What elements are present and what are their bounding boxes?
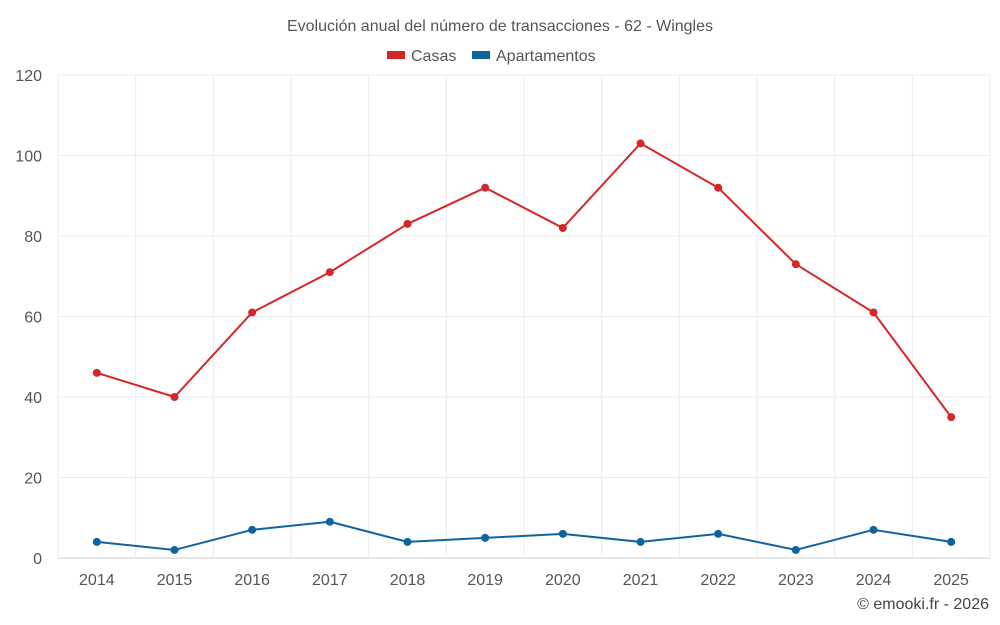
credit: © emooki.fr - 2026	[857, 596, 989, 613]
data-point-casas[interactable]	[325, 268, 334, 277]
series-layer	[92, 139, 956, 554]
data-point-apartamentos[interactable]	[481, 533, 490, 542]
x-tick-label: 2020	[545, 572, 581, 589]
x-tick-label: 2021	[623, 572, 659, 589]
data-point-casas[interactable]	[558, 223, 567, 232]
data-point-casas[interactable]	[869, 308, 878, 317]
data-point-apartamentos[interactable]	[170, 545, 179, 554]
y-tick-label: 100	[15, 149, 42, 166]
data-point-apartamentos[interactable]	[558, 529, 567, 538]
data-point-apartamentos[interactable]	[636, 537, 645, 546]
x-tick-label: 2014	[79, 572, 115, 589]
data-point-casas[interactable]	[481, 183, 490, 192]
x-tick-label: 2015	[157, 572, 193, 589]
x-tick-label: 2018	[390, 572, 426, 589]
series-line-casas	[96, 142, 952, 418]
data-point-casas[interactable]	[248, 308, 257, 317]
data-point-apartamentos[interactable]	[92, 537, 101, 546]
x-tick-label: 2017	[312, 572, 348, 589]
y-tick-label: 80	[24, 229, 42, 246]
x-tick-label: 2024	[856, 572, 892, 589]
legend: Casas Apartamentos	[387, 48, 596, 65]
y-axis: 0 20 40 60 80 100 120	[15, 68, 42, 568]
data-point-apartamentos[interactable]	[947, 537, 956, 546]
legend-label-apartamentos[interactable]: Apartamentos	[496, 48, 596, 65]
data-point-apartamentos[interactable]	[248, 525, 257, 534]
legend-label-casas[interactable]: Casas	[411, 48, 456, 65]
data-point-apartamentos[interactable]	[869, 525, 878, 534]
x-tick-label: 2025	[933, 572, 969, 589]
data-point-apartamentos[interactable]	[325, 517, 334, 526]
data-point-casas[interactable]	[636, 139, 645, 148]
data-point-casas[interactable]	[92, 368, 101, 377]
grid	[57, 74, 991, 559]
x-tick-label: 2016	[234, 572, 270, 589]
series-line-apartamentos	[96, 520, 952, 551]
legend-swatch-casas	[387, 51, 405, 59]
data-point-apartamentos[interactable]	[791, 545, 800, 554]
y-tick-label: 120	[15, 68, 42, 85]
data-point-casas[interactable]	[791, 260, 800, 269]
data-point-casas[interactable]	[403, 219, 412, 228]
data-point-apartamentos[interactable]	[714, 529, 723, 538]
x-axis: 2014 2015 2016 2017 2018 2019 2020 2021 2022 2023…	[79, 572, 969, 589]
x-tick-label: 2022	[700, 572, 736, 589]
legend-swatch-apartamentos	[472, 51, 490, 59]
y-tick-label: 60	[24, 310, 42, 327]
data-point-casas[interactable]	[947, 413, 956, 422]
data-point-apartamentos[interactable]	[403, 537, 412, 546]
chart-title: Evolución anual del número de transaccio…	[287, 18, 713, 35]
y-tick-label: 40	[24, 390, 42, 407]
data-point-casas[interactable]	[170, 393, 179, 401]
x-tick-label: 2019	[467, 572, 503, 589]
data-point-casas[interactable]	[714, 183, 723, 192]
y-tick-label: 20	[24, 471, 42, 488]
y-tick-label: 0	[33, 551, 42, 568]
x-tick-label: 2023	[778, 572, 814, 589]
